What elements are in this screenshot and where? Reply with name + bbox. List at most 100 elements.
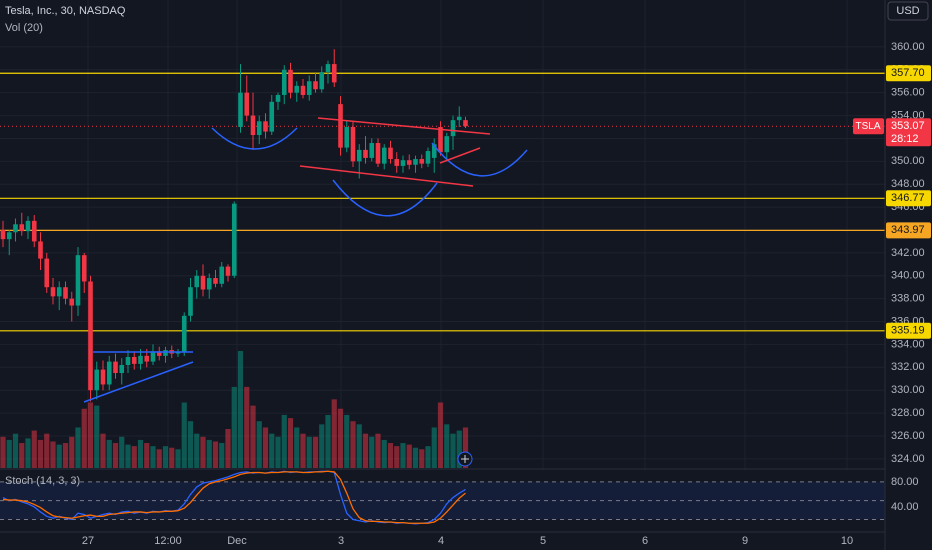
volume-bar bbox=[31, 430, 37, 468]
candle-body bbox=[263, 121, 268, 132]
volume-bar bbox=[287, 418, 294, 468]
last-price-tag bbox=[886, 118, 931, 147]
level-label: 346.77 bbox=[891, 192, 925, 204]
volume-bar bbox=[156, 449, 162, 468]
drawings bbox=[83, 117, 528, 403]
volume-bar bbox=[237, 351, 244, 468]
stoch-tick-label: 40.00 bbox=[891, 501, 919, 513]
candle-body bbox=[63, 287, 68, 299]
y-tick-label: 340.00 bbox=[891, 270, 925, 282]
volume-bar bbox=[412, 447, 419, 468]
stoch-line bbox=[2, 470, 466, 524]
volume-bar bbox=[269, 433, 275, 468]
candle-body bbox=[438, 127, 443, 153]
volume-bar bbox=[212, 441, 219, 468]
volume-bar bbox=[462, 427, 469, 468]
volume-bar bbox=[356, 424, 362, 468]
candle-body bbox=[106, 361, 112, 385]
y-tick-label: 342.00 bbox=[891, 247, 925, 259]
volume-bar bbox=[144, 443, 150, 468]
level-label: 335.19 bbox=[891, 325, 925, 337]
volume-bar bbox=[50, 441, 56, 468]
x-tick-label: 9 bbox=[742, 535, 748, 547]
level-tag bbox=[886, 222, 931, 239]
volume-bar bbox=[12, 433, 19, 468]
candle-body bbox=[238, 92, 243, 128]
add-icon[interactable] bbox=[461, 455, 469, 463]
candle-body bbox=[350, 127, 356, 162]
candle-body bbox=[56, 287, 62, 297]
candle-body bbox=[306, 81, 312, 95]
volume-bar bbox=[325, 414, 331, 468]
y-tick-label: 350.00 bbox=[891, 155, 925, 167]
candle-body bbox=[256, 121, 262, 136]
volume-label: Vol (20) bbox=[5, 22, 43, 34]
y-tick-label: 356.00 bbox=[891, 87, 925, 99]
candle-body bbox=[113, 361, 118, 374]
volume-bar bbox=[175, 449, 181, 468]
volume-bar bbox=[150, 446, 156, 468]
currency-box[interactable] bbox=[887, 1, 929, 21]
volume-bar bbox=[387, 443, 394, 468]
volume-layer bbox=[0, 351, 469, 468]
volume-bar bbox=[444, 424, 450, 468]
volume-bar bbox=[312, 436, 319, 468]
axis-layer: 324.00326.00328.00330.00332.00334.00336.… bbox=[853, 41, 931, 513]
volume-bar bbox=[262, 427, 269, 468]
volume-bar bbox=[337, 408, 344, 468]
candle-body bbox=[313, 81, 318, 90]
candle-body bbox=[31, 220, 37, 242]
candle-body bbox=[200, 275, 206, 290]
volume-bar bbox=[181, 402, 187, 468]
candle-body bbox=[181, 315, 187, 353]
candle-body bbox=[25, 220, 31, 232]
volume-bar bbox=[44, 433, 50, 468]
volume-bar bbox=[256, 421, 262, 468]
candle-body bbox=[400, 160, 406, 166]
candle-body bbox=[338, 104, 343, 148]
volume-bar bbox=[112, 443, 119, 468]
volume-bar bbox=[456, 430, 462, 468]
y-tick-label: 332.00 bbox=[891, 361, 925, 373]
candle-body bbox=[444, 136, 450, 153]
candle-body bbox=[294, 85, 300, 93]
candle-body bbox=[394, 159, 400, 166]
candle-body bbox=[269, 101, 275, 132]
candle-body bbox=[194, 275, 200, 288]
x-tick-label: 5 bbox=[540, 535, 546, 547]
volume-bar bbox=[250, 405, 256, 468]
volume-bar bbox=[281, 414, 287, 468]
candle-body bbox=[81, 255, 87, 282]
volume-bar bbox=[375, 433, 381, 468]
volume-bar bbox=[275, 436, 281, 468]
candle-body bbox=[281, 69, 287, 95]
volume-bar bbox=[131, 446, 137, 468]
candle-body bbox=[88, 281, 93, 391]
y-tick-label: 328.00 bbox=[891, 407, 925, 419]
currency[interactable]: USD bbox=[896, 5, 919, 17]
volume-bar bbox=[37, 439, 44, 468]
candle-body bbox=[363, 149, 368, 158]
volume-bar bbox=[194, 433, 200, 468]
candle-body bbox=[94, 369, 100, 391]
candle-body bbox=[325, 64, 331, 73]
chart-title: Tesla, Inc., 30, NASDAQ bbox=[5, 5, 126, 17]
volume-bar bbox=[56, 444, 62, 468]
y-tick-label: 330.00 bbox=[891, 384, 925, 396]
volume-bar bbox=[162, 446, 169, 468]
candle-body bbox=[319, 72, 325, 90]
volume-bar bbox=[6, 439, 12, 468]
level-label: 357.70 bbox=[891, 67, 925, 79]
volume-bar bbox=[75, 427, 81, 468]
arc-drawing bbox=[431, 142, 528, 177]
volume-bar bbox=[437, 402, 444, 468]
candle-body bbox=[175, 352, 181, 354]
volume-bar bbox=[381, 439, 387, 468]
volume-bar bbox=[450, 433, 456, 468]
price-axis bbox=[885, 0, 932, 550]
candle-body bbox=[231, 203, 237, 276]
volume-bar bbox=[225, 429, 231, 468]
volume-bar bbox=[344, 414, 350, 468]
volume-bar bbox=[319, 424, 325, 468]
